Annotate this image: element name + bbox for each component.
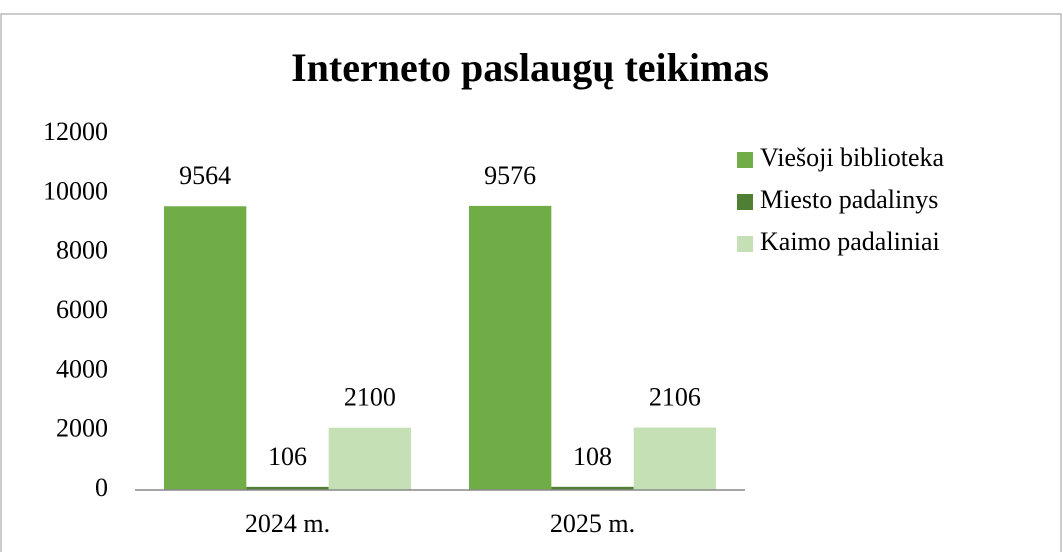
- bar: [633, 427, 717, 490]
- y-tick-label: 12000: [43, 117, 108, 146]
- y-tick-label: 10000: [43, 176, 108, 205]
- bar: [468, 205, 552, 491]
- bar: [328, 427, 412, 490]
- y-tick-label: 2000: [56, 414, 108, 443]
- bar: [551, 486, 634, 490]
- bar: [163, 206, 247, 490]
- legend-swatch: [737, 194, 753, 210]
- y-tick-label: 8000: [56, 236, 108, 265]
- y-tick-label: 6000: [56, 295, 108, 324]
- legend-swatch: [737, 236, 753, 252]
- x-tick-label: 2025 m.: [550, 509, 635, 538]
- y-tick-label: 0: [95, 473, 108, 502]
- y-tick-label: 4000: [56, 354, 108, 383]
- bar: [246, 486, 329, 490]
- legend-swatch: [737, 152, 753, 168]
- legend-label: Kaimo padaliniai: [760, 227, 940, 256]
- data-label: 2106: [649, 382, 701, 411]
- legend-label: Miesto padalinys: [760, 185, 938, 214]
- data-label: 2100: [344, 383, 396, 412]
- chart-title: Interneto paslaugų teikimas: [291, 45, 769, 90]
- data-label: 9564: [179, 161, 231, 190]
- data-label: 108: [573, 442, 612, 471]
- data-label: 106: [268, 442, 307, 471]
- legend-label: Viešoji biblioteka: [760, 143, 944, 172]
- x-tick-label: 2024 m.: [245, 509, 330, 538]
- data-label: 9576: [484, 161, 536, 190]
